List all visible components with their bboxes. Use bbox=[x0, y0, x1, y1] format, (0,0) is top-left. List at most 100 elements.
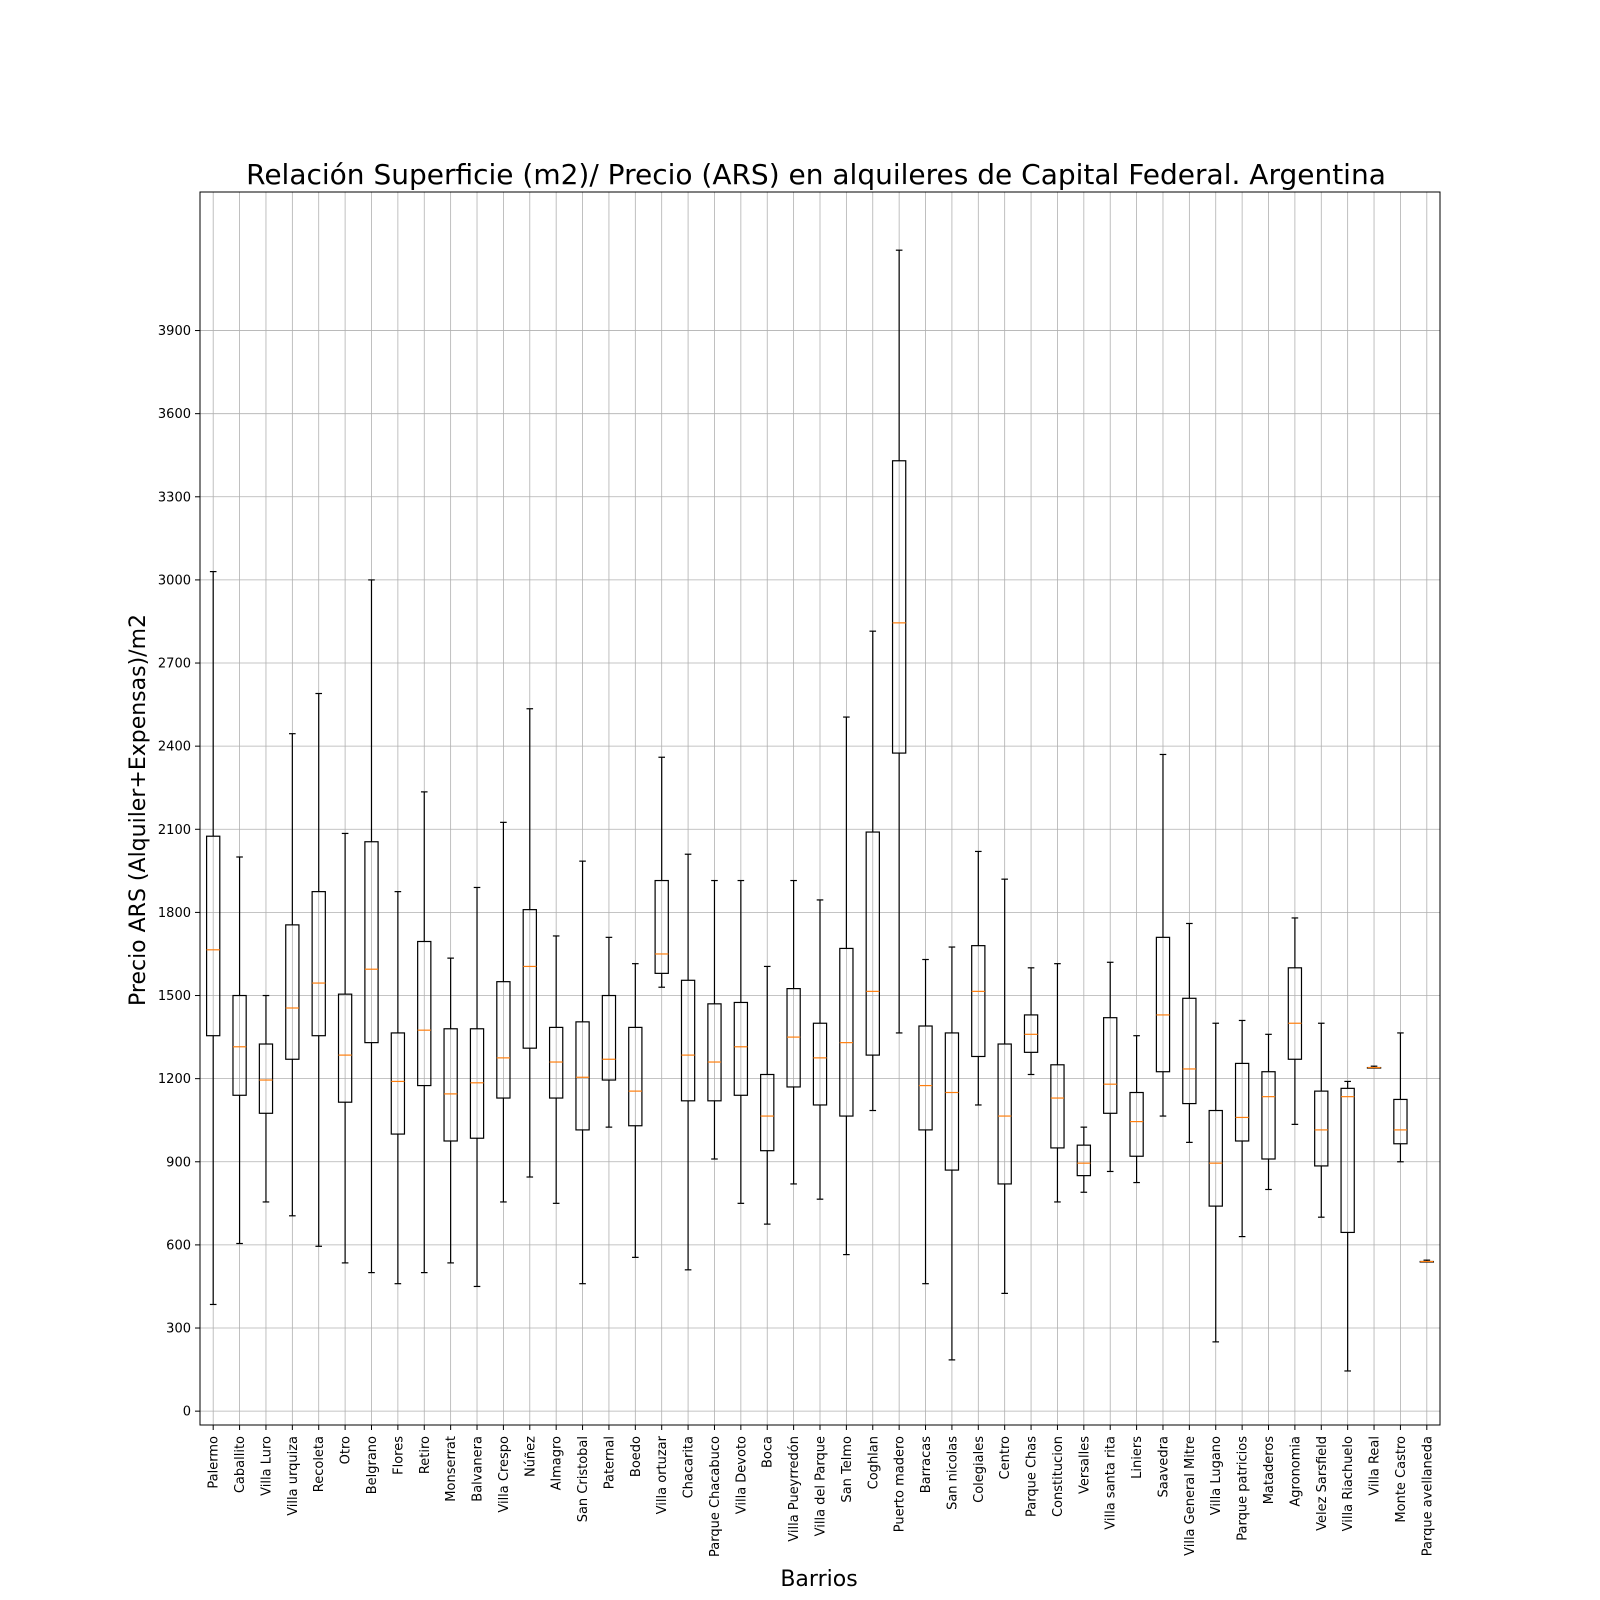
box-agronomia bbox=[1287, 917, 1303, 1125]
iqr-box bbox=[232, 994, 247, 1096]
iqr-box bbox=[654, 879, 669, 974]
box-palermo bbox=[205, 570, 221, 1306]
iqr-box bbox=[707, 1003, 722, 1102]
y-tick-label: 2100 bbox=[158, 823, 191, 838]
iqr-box bbox=[522, 909, 537, 1049]
iqr-box bbox=[1393, 1098, 1408, 1145]
x-tick-label: Villa Lugano bbox=[1209, 1436, 1224, 1515]
x-tick-label: Villa Riachuelo bbox=[1341, 1436, 1356, 1531]
iqr-box bbox=[1208, 1109, 1223, 1207]
box-san-cristobal bbox=[575, 860, 590, 1285]
x-tick-label: Villa ortuzar bbox=[655, 1435, 670, 1514]
x-tick-label: Parque avellaneda bbox=[1420, 1436, 1435, 1556]
box-villa-crespo bbox=[496, 821, 511, 1203]
x-tick-label: Parque Chacabuco bbox=[708, 1436, 723, 1557]
box-villa-del-parque bbox=[812, 899, 828, 1200]
x-tick-label: Barracas bbox=[919, 1436, 934, 1493]
x-tick-label: Agronomia bbox=[1288, 1436, 1303, 1507]
y-tick-label: 1200 bbox=[158, 1072, 191, 1087]
y-tick-label: 3600 bbox=[158, 407, 191, 422]
y-axis-label: Precio ARS (Alquiler+Expensas)/m2 bbox=[126, 614, 151, 1006]
x-tick-label: Coghlan bbox=[866, 1436, 881, 1489]
iqr-box bbox=[1261, 1071, 1276, 1160]
box-chacarita bbox=[680, 853, 696, 1271]
x-axis-ticks: Palermo Caballito Villa Luro Villa urquiza R… bbox=[207, 1425, 1435, 1557]
x-tick-label: Belgrano bbox=[365, 1436, 380, 1494]
iqr-box bbox=[496, 981, 511, 1099]
x-tick-label: Constitucion bbox=[1051, 1436, 1066, 1517]
x-tick-label: San Telmo bbox=[840, 1436, 855, 1503]
iqr-box bbox=[971, 945, 986, 1058]
iqr-box bbox=[417, 940, 432, 1087]
iqr-box bbox=[891, 460, 907, 754]
y-tick-label: 2700 bbox=[158, 657, 191, 672]
iqr-box bbox=[786, 988, 801, 1088]
iqr-box bbox=[1023, 1014, 1039, 1053]
box-centro bbox=[997, 878, 1012, 1294]
box-caballito bbox=[232, 856, 247, 1245]
box-paternal bbox=[601, 936, 617, 1128]
x-tick-label: Almagro bbox=[550, 1436, 565, 1490]
box-flores bbox=[390, 891, 406, 1285]
x-tick-label: Parque Chas bbox=[1025, 1436, 1040, 1517]
iqr-box bbox=[1314, 1090, 1329, 1167]
y-tick-label: 3000 bbox=[158, 573, 191, 588]
iqr-box bbox=[205, 835, 221, 1037]
iqr-box bbox=[443, 1028, 458, 1142]
iqr-box bbox=[628, 1026, 643, 1127]
iqr-box bbox=[1050, 1064, 1065, 1149]
box-parque-chas bbox=[1023, 967, 1039, 1076]
y-tick-label: 0 bbox=[183, 1405, 191, 1420]
y-tick-label: 2400 bbox=[158, 740, 191, 755]
x-tick-label: Paternal bbox=[602, 1436, 617, 1489]
box-boedo bbox=[628, 963, 643, 1258]
iqr-box bbox=[918, 1025, 933, 1131]
x-tick-label: Boca bbox=[761, 1436, 776, 1468]
iqr-box bbox=[1076, 1144, 1092, 1177]
iqr-box bbox=[548, 1026, 564, 1099]
box-puerto-madero bbox=[891, 249, 907, 1034]
x-tick-label: Parque patricios bbox=[1236, 1436, 1251, 1541]
x-tick-label: Villa Luro bbox=[259, 1436, 274, 1496]
iqr-box bbox=[601, 994, 617, 1081]
iqr-box bbox=[1182, 997, 1197, 1105]
box-villa-ortuzar bbox=[654, 756, 669, 988]
grid bbox=[200, 192, 1440, 1425]
x-tick-label: Villa Crespo bbox=[497, 1436, 512, 1513]
box-villa-luro bbox=[258, 994, 274, 1203]
y-tick-label: 1500 bbox=[158, 989, 191, 1004]
box-almagro bbox=[548, 935, 564, 1204]
box-villa-lugano bbox=[1208, 1022, 1223, 1343]
x-tick-label: Palermo bbox=[207, 1436, 222, 1489]
iqr-box bbox=[1340, 1087, 1355, 1234]
box-otro bbox=[337, 832, 353, 1264]
box-monte-castro bbox=[1393, 1032, 1408, 1163]
iqr-box bbox=[364, 841, 379, 1044]
iqr-box bbox=[285, 924, 300, 1060]
box-constitucion bbox=[1050, 963, 1065, 1203]
x-tick-label: Retiro bbox=[418, 1436, 433, 1474]
iqr-box bbox=[680, 979, 696, 1102]
x-tick-label: Liniers bbox=[1130, 1436, 1145, 1479]
box-velez-sarsfield bbox=[1314, 1022, 1329, 1218]
box-parque-avellaneda bbox=[1419, 1259, 1435, 1263]
x-tick-label: Villa santa rita bbox=[1104, 1436, 1119, 1530]
iqr-box bbox=[1103, 1017, 1118, 1114]
x-tick-label: Villa Real bbox=[1368, 1436, 1383, 1496]
x-tick-label: Boedo bbox=[629, 1436, 644, 1477]
iqr-box bbox=[944, 1032, 960, 1171]
iqr-box bbox=[311, 891, 326, 1037]
iqr-box bbox=[839, 947, 854, 1117]
iqr-box bbox=[733, 1001, 749, 1096]
x-tick-label: Centro bbox=[998, 1436, 1013, 1479]
iqr-box bbox=[1287, 967, 1303, 1060]
chart-title: Relación Superficie (m2)/ Precio (ARS) e… bbox=[246, 158, 1386, 191]
box-liniers bbox=[1129, 1035, 1144, 1184]
box-recoleta bbox=[311, 692, 326, 1247]
iqr-box bbox=[1155, 936, 1171, 1073]
x-tick-label: Villa Devoto bbox=[734, 1436, 749, 1514]
box-parque-patricios bbox=[1234, 1019, 1250, 1238]
iqr-box bbox=[575, 1021, 590, 1131]
iqr-box bbox=[865, 831, 880, 1056]
